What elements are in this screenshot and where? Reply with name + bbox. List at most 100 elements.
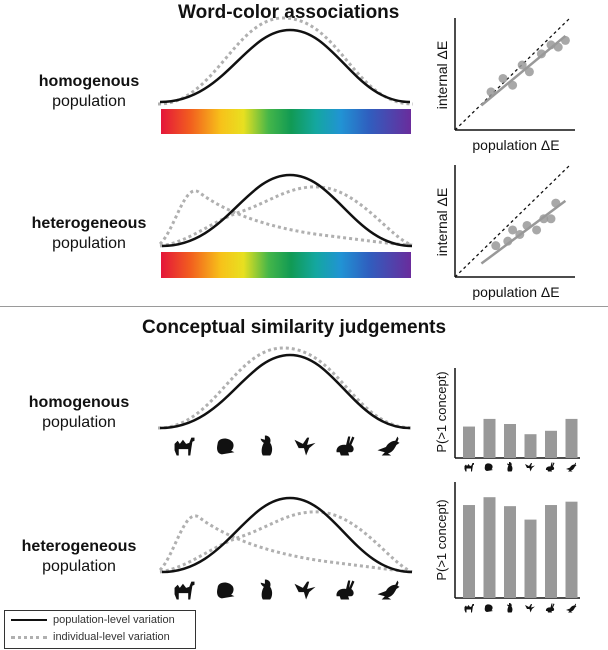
individual-curve: [158, 514, 413, 574]
individual-curve: [157, 16, 414, 106]
scatter-point: [486, 87, 496, 97]
rabbit-icon: [545, 462, 555, 472]
row-label-normal: population: [42, 558, 116, 575]
bar: [524, 519, 537, 598]
scatter-point: [539, 214, 549, 224]
legend-label: population-level variation: [53, 614, 175, 626]
camel-icon: [464, 463, 474, 472]
population-curve: [159, 353, 411, 430]
population-curve: [161, 496, 413, 574]
scatter-point: [551, 198, 561, 208]
row-label-bold: heterogeneous: [21, 538, 137, 555]
chameleon-icon: [484, 463, 493, 471]
rabbit-icon: [336, 580, 355, 600]
y-axis-label: P(>1 concept): [434, 499, 449, 580]
kangaroo-icon: [377, 580, 400, 600]
bar: [483, 418, 496, 458]
penguin-icon: [507, 462, 513, 472]
kangaroo-icon: [377, 436, 400, 456]
bar: [483, 497, 496, 598]
scatter-point: [546, 214, 556, 224]
individual-curve: [159, 185, 413, 248]
bar: [545, 430, 557, 458]
color-spectrum-bar: [161, 252, 411, 278]
camel-icon: [464, 604, 474, 613]
scatter-point: [508, 225, 518, 235]
row-label-bold: homogenous: [28, 394, 130, 411]
scatter-point: [491, 241, 501, 251]
scatter-point: [517, 60, 527, 70]
penguin-icon: [260, 579, 273, 600]
bar: [504, 424, 516, 458]
x-axis-label: population ΔE: [472, 137, 559, 153]
scatter-point: [560, 35, 570, 45]
chameleon-icon: [217, 582, 235, 599]
row-label-normal: population: [52, 235, 126, 252]
word-color-title: Word-color associations: [178, 2, 400, 23]
penguin-icon: [260, 435, 273, 456]
animal-icons-bar-axis: [464, 462, 577, 472]
bar: [463, 426, 475, 458]
scatter-point: [522, 220, 532, 230]
hummingbird-icon: [294, 437, 316, 456]
bar: [565, 501, 578, 598]
population-curve: [159, 28, 411, 104]
row-label-color-homogenous: homogenous population: [14, 72, 164, 112]
population-curve: [161, 173, 413, 248]
hummingbird-icon: [294, 581, 316, 600]
row-label-concept-heterogeneous: heterogeneous population: [4, 537, 154, 577]
kangaroo-icon: [566, 603, 577, 613]
bar: [504, 506, 516, 598]
row-label-bold: homogenous: [38, 73, 140, 90]
scatter-point: [532, 225, 542, 235]
camel-icon: [174, 437, 195, 456]
bar: [565, 418, 578, 458]
bar: [524, 434, 537, 458]
identity-diagonal: [454, 164, 571, 278]
row-label-color-heterogeneous: heterogeneous population: [14, 214, 164, 254]
scatter-point: [546, 40, 556, 50]
individual-curve: [158, 189, 413, 247]
camel-icon: [174, 581, 195, 600]
scatter-panel-heterogeneous: population ΔE internal ΔE: [434, 164, 575, 300]
legend-swatch-dotted: [11, 635, 47, 639]
hummingbird-icon: [525, 604, 535, 613]
individual-curve: [159, 510, 413, 574]
x-axis-label: population ΔE: [472, 284, 559, 300]
bar: [545, 505, 557, 598]
color-spectrum-bar: [161, 109, 411, 134]
individual-curve: [157, 346, 414, 430]
scatter-point: [536, 49, 546, 59]
row-label-concept-homogenous: homogenous population: [4, 393, 154, 433]
penguin-icon: [507, 603, 513, 613]
kangaroo-icon: [566, 462, 577, 472]
y-axis-label: internal ΔE: [434, 41, 450, 110]
hummingbird-icon: [525, 463, 535, 472]
legend-label: individual-level variation: [53, 631, 170, 643]
legend-swatch-solid: [11, 619, 47, 622]
identity-diagonal: [454, 17, 571, 131]
concept-similarity-title: Conceptual similarity judgements: [142, 317, 447, 338]
scatter-point: [503, 236, 513, 246]
section-divider: [0, 306, 608, 307]
row-label-normal: population: [42, 414, 116, 431]
row-label-bold: heterogeneous: [31, 215, 147, 232]
y-axis-label: P(>1 concept): [434, 371, 449, 452]
scatter-panel-homogenous: population ΔE internal ΔE: [434, 17, 575, 153]
row-label-normal: population: [52, 93, 126, 110]
bar-panel-homogenous: P(>1 concept): [434, 368, 580, 459]
bar: [463, 505, 475, 598]
animal-icons-bar-axis: [464, 603, 577, 613]
scatter-point: [508, 80, 518, 90]
legend: population-level variation individual-le…: [4, 610, 196, 649]
animal-icons-row: [174, 435, 400, 456]
bar-panel-heterogeneous: P(>1 concept): [434, 482, 580, 599]
scatter-point: [498, 73, 508, 83]
scatter-point: [524, 67, 534, 77]
legend-item-individual: individual-level variation: [11, 631, 170, 643]
animal-icons-row: [174, 579, 400, 600]
chameleon-icon: [484, 604, 493, 612]
chameleon-icon: [217, 438, 235, 455]
y-axis-label: internal ΔE: [434, 188, 450, 257]
